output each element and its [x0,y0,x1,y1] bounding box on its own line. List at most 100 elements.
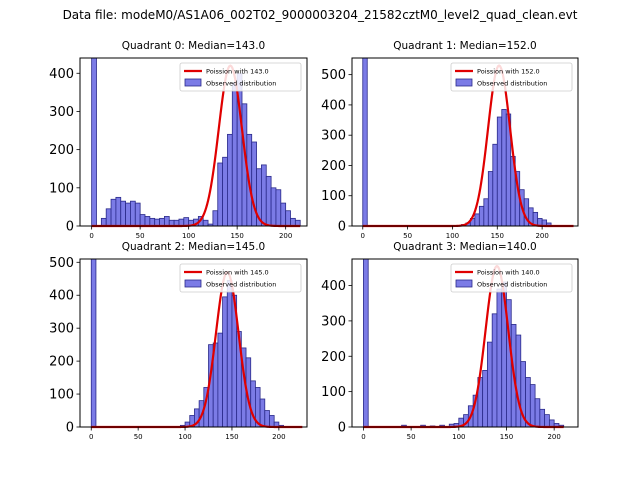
y-tick-label: 100 [49,388,74,403]
quadrant-2-panel: 0 50 100 150 200 0 100 200 300 400 500 Quadrant 2: … [49,241,308,441]
legend-observed-label: Observed distribution [477,281,547,289]
histogram-bar [269,415,275,428]
histogram-bar [105,208,112,227]
histogram-bar [285,210,291,227]
x-tick-label: 0 [89,433,93,441]
histogram-bar [217,332,223,428]
histogram-bar [222,156,228,227]
histogram-bar [525,377,531,428]
y-tick-label: 200 [49,355,74,370]
histogram-bar [264,410,270,428]
histogram-bar [478,205,485,227]
axes-frame [351,258,579,428]
histogram-bar [130,200,136,227]
axes-frame [79,258,308,428]
legend-observed-swatch [184,78,202,87]
histogram-bar [270,187,277,227]
histogram-bar [125,202,131,227]
figure-suptitle: Data file: modeM0/AS1A06_002T02_90000032… [62,8,578,22]
histogram-bar [100,217,107,227]
x-tick-label: 50 [134,433,143,441]
legend-observed-swatch [184,279,202,288]
x-tick-label: 0 [89,232,93,240]
axes-frame [351,57,579,227]
histogram-bar [91,57,97,227]
histogram-bar [363,258,369,428]
histogram-bar [139,214,146,227]
histogram-bar [259,398,266,428]
histogram-bar [496,288,503,428]
histogram-bar [280,202,287,227]
histogram-bar [483,198,489,227]
x-tick-label: 200 [547,433,560,441]
x-tick-label: 200 [535,232,548,240]
histogram-bar [487,171,494,227]
legend-box [450,263,573,293]
legend-box [179,263,302,293]
y-tick-label: 200 [321,350,346,365]
histogram-bar [227,133,233,227]
x-tick-label: 50 [136,232,145,240]
histogram-bar [515,334,522,428]
y-tick-label: 0 [338,421,346,436]
y-tick-label: 300 [49,105,74,120]
legend-observed-swatch [455,78,473,87]
y-tick-label: 400 [49,67,74,82]
legend-observed-label: Observed distribution [206,80,276,88]
axes-frame [79,57,308,227]
quadrant-0-title: Quadrant 0: Median=143.0 [122,40,265,52]
y-tick-label: 300 [321,129,346,144]
x-tick-label: 0 [361,433,365,441]
histogram-bar [474,213,480,227]
x-tick-label: 150 [225,433,238,441]
histogram-bar [487,341,493,428]
histogram-bar [482,370,488,428]
x-tick-label: 200 [272,433,285,441]
y-tick-label: 500 [321,68,346,83]
histogram-bar [144,216,151,227]
y-tick-label: 0 [338,220,346,235]
legend-observed-label: Observed distribution [477,80,547,88]
quadrant-2-title: Quadrant 2: Median=145.0 [122,241,265,253]
legend-fit-label: Poission with 140.0 [477,269,540,277]
histogram-bar [222,296,228,428]
histogram-bar [134,202,141,227]
y-tick-label: 400 [321,98,346,113]
y-tick-label: 100 [321,189,346,204]
histogram-bar [163,216,170,227]
y-tick-label: 300 [321,314,346,329]
histogram-bar [275,189,282,227]
x-tick-label: 150 [230,232,243,240]
x-tick-label: 0 [361,232,365,240]
histogram-bar [492,143,498,227]
legend-fit-label: Poission with 145.0 [206,269,269,277]
legend-box [179,62,302,92]
legend-fit-label: Poission with 152.0 [477,68,540,76]
y-tick-label: 100 [49,181,74,196]
y-tick-label: 200 [49,143,74,158]
y-tick-label: 300 [49,322,74,337]
histogram-bar [534,398,541,428]
quadrant-3-panel: 0 50 100 150 200 0 100 200 300 400 Quadrant 3: Med… [321,241,579,441]
x-tick-label: 150 [500,433,513,441]
histogram-bar [212,210,219,227]
legend-observed-label: Observed distribution [206,281,276,289]
x-tick-label: 100 [182,232,195,240]
histogram-bar [217,162,224,227]
x-tick-label: 50 [403,232,412,240]
histogram-bar [110,198,117,227]
quadrant-1-panel: 0 50 100 150 200 0 100 200 300 400 500 Quadrant 1: … [321,40,579,240]
x-tick-label: 100 [178,433,191,441]
quadrant-3-title: Quadrant 3: Median=140.0 [393,241,536,253]
histogram-bar [90,258,97,428]
poisson-fit-line [91,270,303,429]
y-tick-label: 500 [49,256,74,271]
y-tick-label: 400 [49,289,74,304]
histogram-bar [159,217,165,227]
histogram-bar [496,116,503,227]
histogram-bar [261,164,267,227]
histogram-bar [265,175,272,227]
histogram-bar [115,196,122,227]
histogram-bar [491,313,498,428]
